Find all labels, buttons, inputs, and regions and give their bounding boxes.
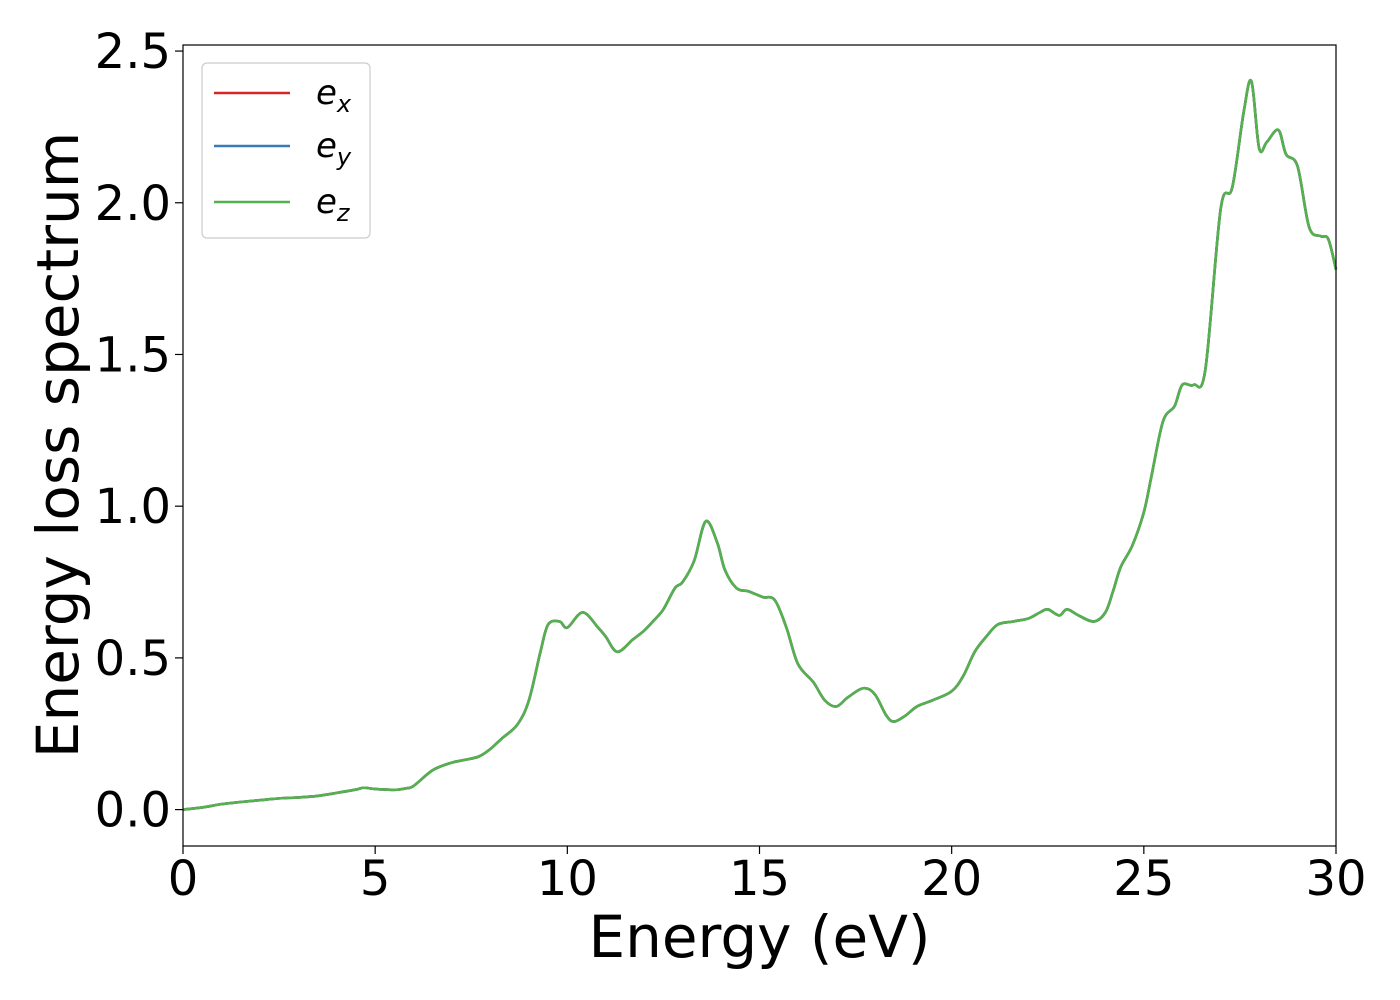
x-tick-label: 20 — [921, 851, 982, 907]
legend-sub-ez: z — [336, 199, 351, 227]
y-tick-label: 0.0 — [95, 783, 171, 839]
plot-area — [183, 45, 1336, 846]
legend-sub-ex: x — [336, 90, 352, 118]
x-tick-label: 30 — [1305, 851, 1366, 907]
legend: ex ey ez — [201, 62, 371, 239]
legend-label-ex: ex — [316, 73, 352, 118]
x-tick-label: 10 — [537, 851, 598, 907]
legend-sub-ey: y — [336, 143, 352, 171]
x-tick-label: 15 — [729, 851, 790, 907]
series-line-ez — [182, 78, 1338, 811]
series-layer — [182, 78, 1338, 811]
x-tick-label: 0 — [168, 851, 199, 907]
legend-base-ey: e — [316, 126, 337, 166]
legend-label-ez: ez — [316, 182, 351, 227]
x-axis-ticks: 0 5 10 15 20 25 30 — [168, 846, 1367, 907]
y-tick-label: 1.0 — [95, 479, 171, 535]
y-tick-label: 1.5 — [95, 327, 171, 383]
x-tick-label: 5 — [360, 851, 391, 907]
y-tick-label: 2.0 — [95, 176, 171, 232]
y-tick-label: 0.5 — [95, 631, 171, 687]
legend-label-ey: ey — [316, 126, 352, 171]
y-axis-ticks: 0.0 0.5 1.0 1.5 2.0 2.5 — [95, 24, 183, 839]
x-tick-label: 25 — [1113, 851, 1174, 907]
legend-base-ex: e — [316, 73, 337, 113]
legend-base-ez: e — [316, 182, 337, 222]
y-axis-label: Energy loss spectrum — [24, 132, 92, 758]
x-axis-label: Energy (eV) — [588, 903, 930, 971]
y-tick-label: 2.5 — [95, 24, 171, 80]
legend-frame — [201, 62, 371, 239]
